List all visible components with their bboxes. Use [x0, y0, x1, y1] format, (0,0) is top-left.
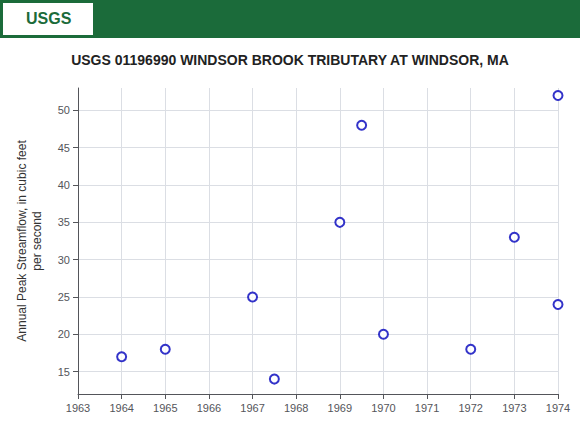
svg-text:1969: 1969 [328, 402, 352, 414]
svg-text:1972: 1972 [458, 402, 482, 414]
svg-text:USGS: USGS [26, 10, 72, 27]
svg-text:1974: 1974 [546, 402, 570, 414]
svg-text:USGS 01196990 WINDSOR BROOK TR: USGS 01196990 WINDSOR BROOK TRIBUTARY AT… [71, 52, 509, 68]
svg-text:1965: 1965 [153, 402, 177, 414]
svg-text:1964: 1964 [109, 402, 133, 414]
svg-text:25: 25 [58, 291, 70, 303]
svg-text:35: 35 [58, 216, 70, 228]
svg-text:15: 15 [58, 366, 70, 378]
svg-text:1968: 1968 [284, 402, 308, 414]
svg-text:1970: 1970 [371, 402, 395, 414]
svg-text:Annual Peak Streamflow, in cub: Annual Peak Streamflow, in cubic feet [15, 140, 29, 342]
svg-text:30: 30 [58, 254, 70, 266]
svg-text:45: 45 [58, 142, 70, 154]
svg-text:50: 50 [58, 104, 70, 116]
svg-text:1967: 1967 [240, 402, 264, 414]
svg-text:40: 40 [58, 179, 70, 191]
svg-text:1966: 1966 [197, 402, 221, 414]
svg-text:1971: 1971 [415, 402, 439, 414]
svg-text:per second: per second [30, 211, 44, 270]
svg-text:1963: 1963 [66, 402, 90, 414]
svg-text:20: 20 [58, 328, 70, 340]
svg-text:1973: 1973 [502, 402, 526, 414]
